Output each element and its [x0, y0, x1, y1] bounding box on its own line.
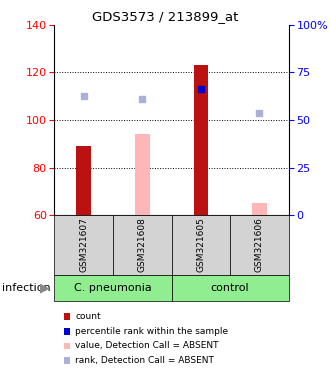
Text: GDS3573 / 213899_at: GDS3573 / 213899_at — [92, 10, 238, 23]
Text: C. pneumonia: C. pneumonia — [74, 283, 152, 293]
Bar — [252, 203, 267, 215]
Text: GSM321606: GSM321606 — [255, 217, 264, 272]
Text: percentile rank within the sample: percentile rank within the sample — [75, 327, 228, 336]
Text: ▶: ▶ — [40, 281, 50, 295]
Text: value, Detection Call = ABSENT: value, Detection Call = ABSENT — [75, 341, 219, 351]
Text: GSM321608: GSM321608 — [138, 217, 147, 272]
Text: rank, Detection Call = ABSENT: rank, Detection Call = ABSENT — [75, 356, 214, 365]
Bar — [135, 134, 149, 215]
Text: count: count — [75, 312, 101, 321]
Text: GSM321607: GSM321607 — [79, 217, 88, 272]
Text: control: control — [211, 283, 249, 293]
Text: GSM321605: GSM321605 — [196, 217, 205, 272]
Text: infection: infection — [2, 283, 50, 293]
Bar — [194, 65, 208, 215]
Bar — [77, 146, 91, 215]
